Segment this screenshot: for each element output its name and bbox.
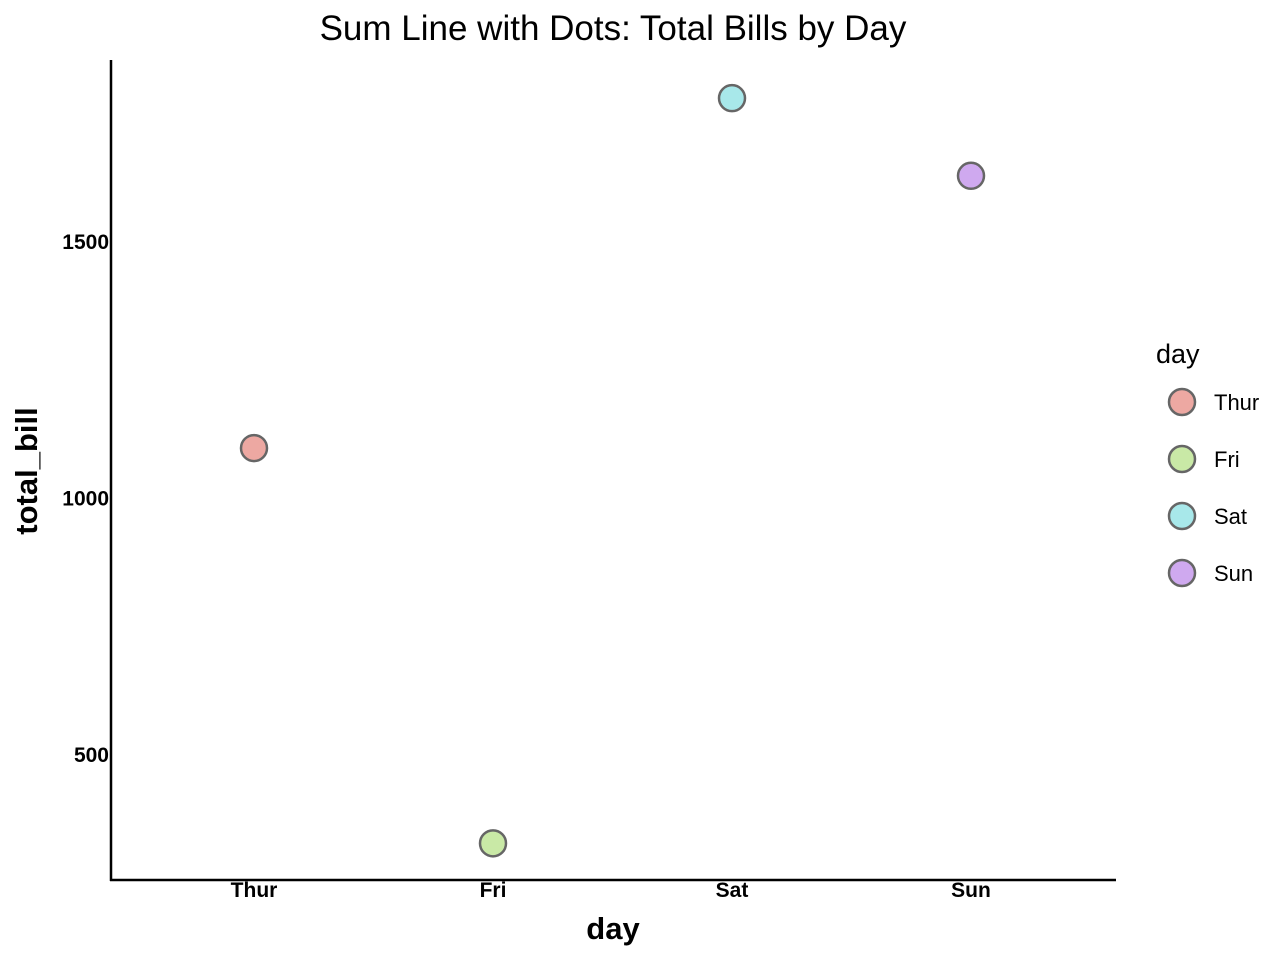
axes bbox=[109, 60, 1116, 882]
legend-entry-sun: Sun bbox=[1167, 558, 1253, 588]
y-tick-labels: 500 1000 1500 bbox=[62, 231, 109, 767]
data-point-sat bbox=[717, 83, 747, 113]
legend: day Thur Fri Sat Sun bbox=[1156, 339, 1259, 588]
legend-label-sat: Sat bbox=[1214, 504, 1247, 529]
data-points bbox=[239, 83, 986, 858]
data-point-fri bbox=[478, 829, 508, 858]
y-tick-label-1000: 1000 bbox=[62, 488, 109, 511]
chart-title: Sum Line with Dots: Total Bills by Day bbox=[320, 9, 907, 48]
y-tick-label-1500: 1500 bbox=[62, 231, 109, 254]
x-tick-label-sat: Sat bbox=[716, 879, 749, 902]
legend-entries: Thur Fri Sat Sun bbox=[1167, 387, 1259, 588]
data-point-sun bbox=[956, 161, 986, 191]
legend-marker-fri bbox=[1167, 444, 1197, 474]
x-axis-label: day bbox=[586, 911, 640, 946]
x-tick-label-fri: Fri bbox=[480, 879, 507, 902]
x-tick-labels: Thur Fri Sat Sun bbox=[231, 879, 991, 902]
x-tick-label-sun: Sun bbox=[951, 879, 991, 902]
y-axis-label: total_bill bbox=[9, 407, 44, 534]
legend-label-thur: Thur bbox=[1214, 390, 1259, 415]
legend-entry-fri: Fri bbox=[1167, 444, 1240, 474]
legend-entry-thur: Thur bbox=[1167, 387, 1259, 417]
legend-label-fri: Fri bbox=[1214, 447, 1240, 472]
data-point-thur bbox=[239, 433, 269, 463]
x-tick-label-thur: Thur bbox=[231, 879, 278, 902]
legend-marker-sat bbox=[1167, 501, 1197, 531]
legend-label-sun: Sun bbox=[1214, 561, 1253, 586]
y-tick-label-500: 500 bbox=[74, 744, 109, 767]
legend-marker-thur bbox=[1167, 387, 1197, 417]
legend-entry-sat: Sat bbox=[1167, 501, 1247, 531]
legend-title: day bbox=[1156, 339, 1200, 369]
legend-marker-sun bbox=[1167, 558, 1197, 588]
